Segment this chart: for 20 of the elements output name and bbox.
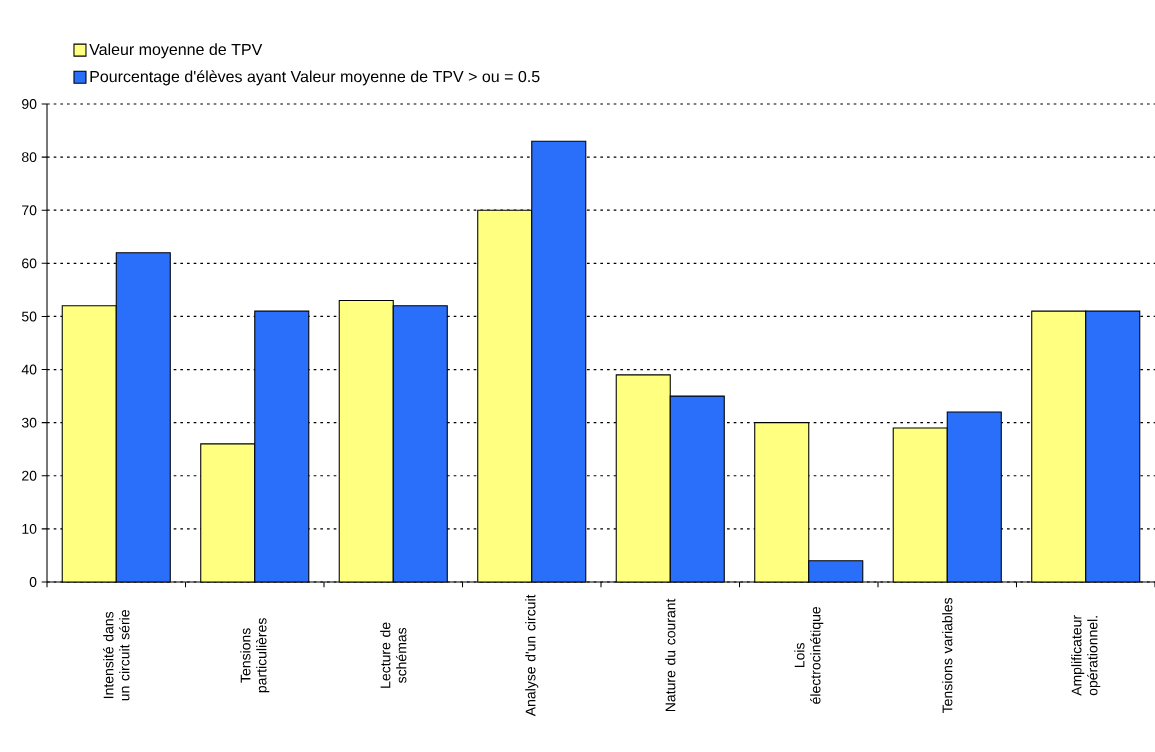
y-tick-label: 10	[22, 523, 37, 534]
y-tick-label: 0	[29, 577, 37, 587]
y-tick-label: 40	[21, 364, 37, 375]
x-tick-label: Analyse d'un circuit	[525, 594, 539, 717]
legend-label: Pourcentage d'élèves ayant Valeur moyenne de TPV > ou = 0.5	[90, 70, 540, 86]
y-tick-label: 70	[22, 205, 37, 216]
y-tick-label: 30	[21, 417, 37, 428]
x-tick-label: Lecture de schémas	[380, 622, 407, 688]
y-tick-label: 90	[22, 99, 37, 109]
x-tick-label: Lois électrocinétique	[794, 606, 824, 704]
x-tick-label: Nature du courant	[665, 598, 676, 712]
y-tick-label: 80	[22, 152, 37, 163]
x-tick-label: Tensions variables	[942, 597, 953, 714]
y-tick-label: 20	[22, 470, 37, 481]
x-tick-label: Intensité dans un circuit série	[103, 610, 130, 701]
x-tick-label: Amplificateur opérationnel.	[1071, 615, 1101, 696]
x-tick-label: Tensions particulières	[240, 618, 270, 693]
y-tick-label: 60	[22, 258, 37, 269]
legend-label: Valeur moyenne de TPV	[89, 43, 263, 59]
y-tick-label: 50	[21, 311, 37, 322]
